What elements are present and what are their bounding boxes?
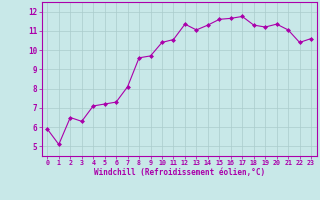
X-axis label: Windchill (Refroidissement éolien,°C): Windchill (Refroidissement éolien,°C) — [94, 168, 265, 177]
